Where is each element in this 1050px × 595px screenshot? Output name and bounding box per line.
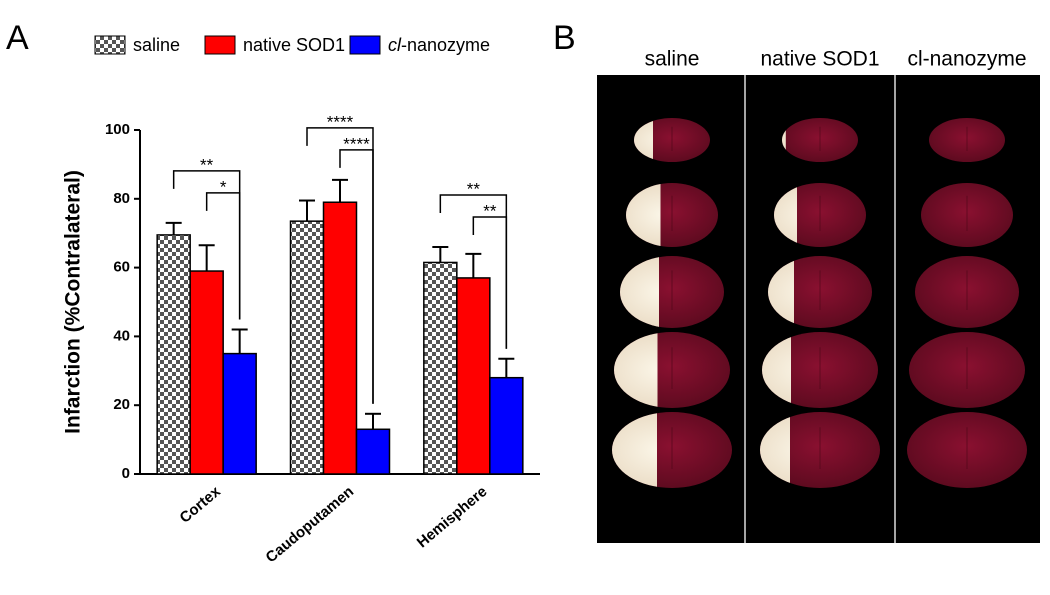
y-tick-label: 80 [113, 190, 130, 207]
y-tick-label: 20 [113, 396, 130, 413]
infarct [626, 184, 661, 246]
legend-label: saline [133, 35, 180, 55]
infarct [614, 333, 658, 407]
brain-slice [768, 256, 872, 328]
significance-label: ** [200, 155, 214, 174]
y-axis-title: Infarction (%Contralateral) [62, 170, 85, 434]
y-tick-label: 40 [113, 327, 130, 344]
brain-slice [614, 332, 730, 408]
column-label: saline [645, 48, 700, 71]
infarct [612, 413, 657, 487]
infarct [620, 257, 659, 327]
brain-slice [909, 332, 1025, 408]
legend-label: native SOD1 [243, 35, 345, 55]
y-tick-label: 60 [113, 259, 130, 276]
significance-label: ** [483, 201, 497, 220]
bar [322, 201, 358, 475]
bar [189, 270, 224, 475]
y-tick-label: 0 [122, 465, 130, 482]
legend-swatch [94, 35, 126, 55]
x-tick-label: Cortex [176, 483, 224, 527]
brain-slice [915, 256, 1019, 328]
infarct [768, 260, 794, 324]
infarct [782, 130, 786, 150]
brain-slice [907, 412, 1027, 488]
column-label: cl-nanozyme [907, 48, 1026, 71]
significance-bracket [172, 170, 241, 320]
legend-swatch [204, 35, 236, 55]
brain-slice [626, 183, 718, 247]
legend-swatch [349, 35, 381, 55]
brain-slice [612, 412, 732, 488]
brain-slice [760, 412, 880, 488]
infarct [762, 337, 791, 403]
brain-slice [774, 183, 866, 247]
significance-bracket [439, 194, 508, 349]
bar [156, 234, 191, 475]
x-tick-label: Caudoputamen [263, 483, 358, 566]
bar [289, 220, 325, 475]
infarct [760, 417, 790, 483]
significance-label: **** [327, 112, 354, 131]
brain-slice [782, 118, 858, 162]
brain-slice [929, 118, 1005, 162]
brain-slice [762, 332, 878, 408]
bar [423, 261, 458, 475]
panel-label: B [553, 19, 576, 57]
panel-label: A [6, 19, 29, 57]
infarct [774, 187, 797, 243]
column-label: native SOD1 [760, 48, 879, 71]
brain-slice [620, 256, 724, 328]
bar [355, 428, 391, 475]
significance-label: * [220, 177, 227, 196]
bar [456, 277, 491, 475]
y-tick-label: 100 [105, 121, 130, 138]
infarct [634, 120, 653, 160]
bar [489, 376, 524, 475]
significance-label: ** [467, 179, 481, 198]
brain-slice [921, 183, 1013, 247]
legend-label: cl-nanozyme [388, 35, 490, 55]
significance-label: **** [343, 134, 370, 153]
brain-slice [634, 118, 710, 162]
x-tick-label: Hemisphere [414, 483, 491, 551]
bar [222, 352, 257, 475]
significance-bracket [306, 127, 374, 404]
